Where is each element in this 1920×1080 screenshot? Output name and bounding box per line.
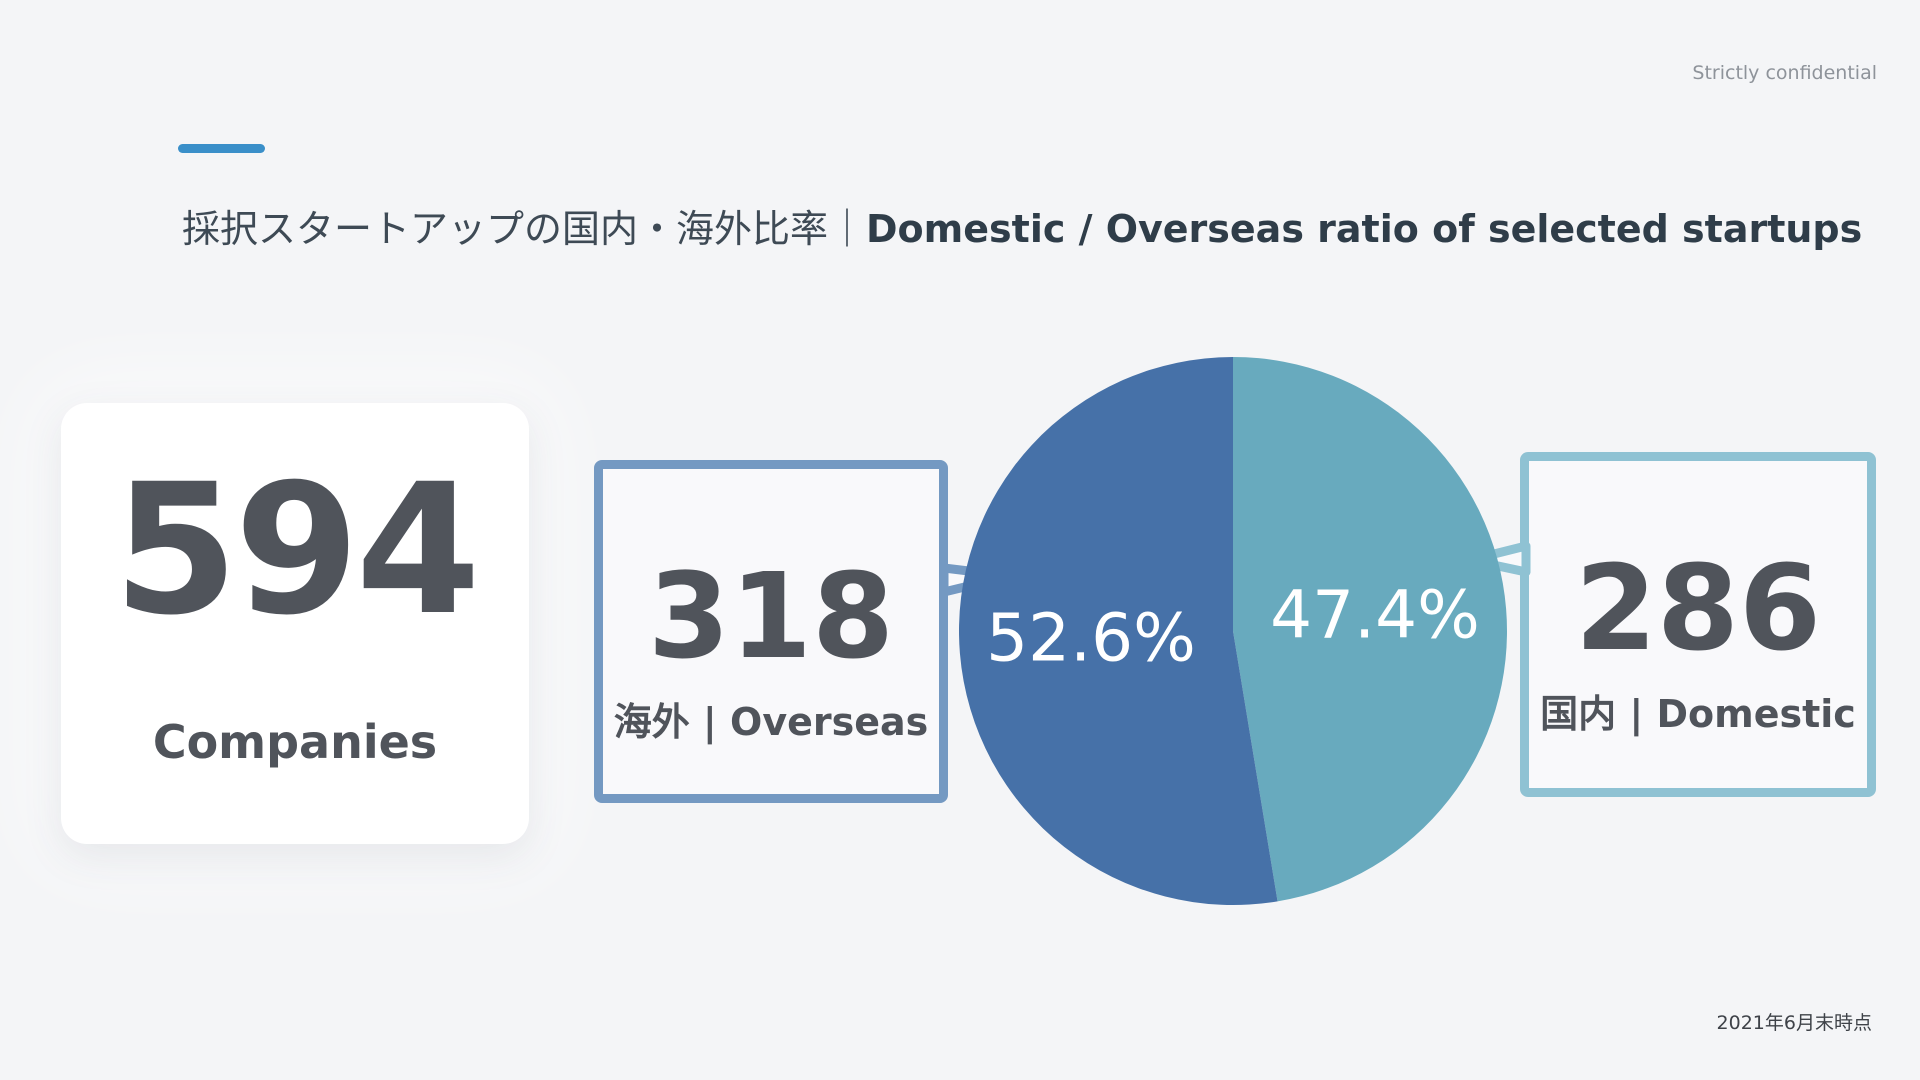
total-companies-label: Companies xyxy=(152,715,438,769)
domestic-count: 286 xyxy=(1574,539,1822,677)
overseas-count: 318 xyxy=(647,547,895,685)
pie-slice-domestic xyxy=(1233,357,1507,902)
page-title-en: Domestic / Overseas ratio of selected st… xyxy=(866,207,1863,251)
pie-slice-overseas xyxy=(959,357,1278,905)
total-companies-card: 594 Companies xyxy=(61,403,529,844)
title-accent-bar xyxy=(178,144,265,153)
domestic-callout-pointer xyxy=(1465,541,1531,577)
confidential-notice: Strictly confidential xyxy=(1692,62,1877,84)
page-title: 採択スタートアップの国内・海外比率｜Domestic / Overseas ra… xyxy=(182,198,1862,253)
as-of-date-footnote: 2021年6月末時点 xyxy=(1716,1012,1872,1034)
overseas-label: 海外 | Overseas xyxy=(613,700,929,744)
overseas-callout-pointer xyxy=(939,563,1015,597)
pie-label-domestic: 47.4% xyxy=(1270,576,1480,653)
pie-label-overseas: 52.6% xyxy=(986,600,1196,677)
total-companies-value: 594 xyxy=(113,446,481,655)
domestic-callout: 286 国内 | Domestic xyxy=(1520,452,1876,797)
domestic-label: 国内 | Domestic xyxy=(1540,692,1856,736)
overseas-callout: 318 海外 | Overseas xyxy=(594,460,948,803)
page-title-ja: 採択スタートアップの国内・海外比率｜ xyxy=(182,207,867,251)
